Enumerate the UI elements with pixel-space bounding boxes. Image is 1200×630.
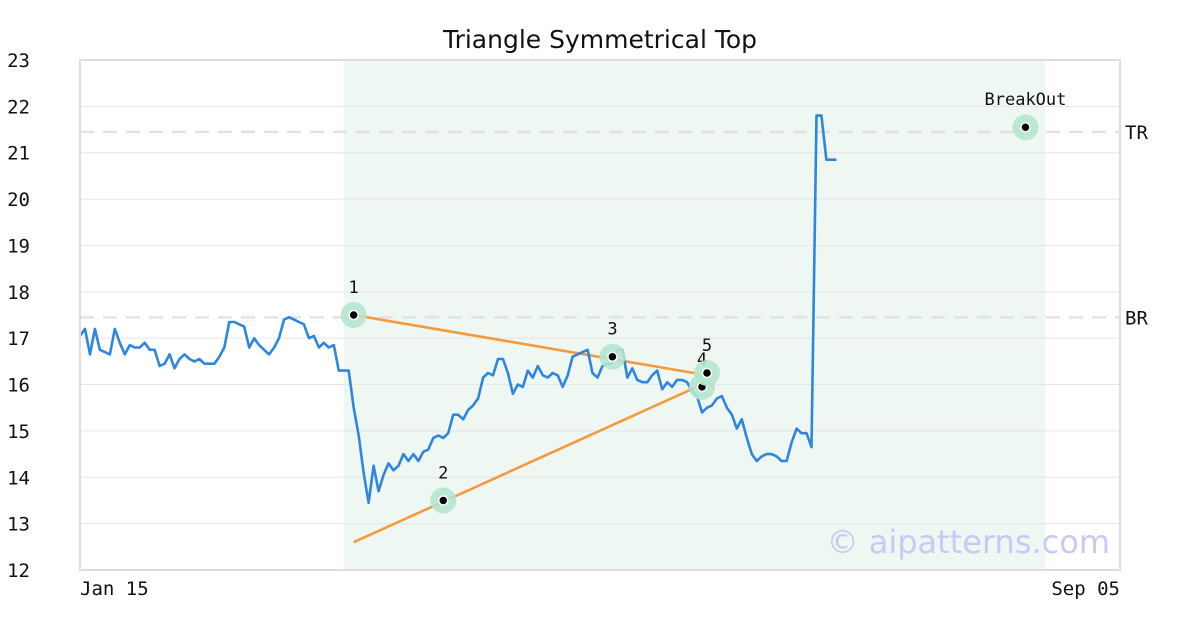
watermark: © aipatterns.com <box>827 523 1110 561</box>
y-tick-label: 21 <box>7 143 30 165</box>
trend-lines <box>353 313 708 544</box>
y-tick-label: 19 <box>7 235 30 257</box>
y-tick-label: 17 <box>7 328 30 350</box>
y-tick-label: 15 <box>7 421 30 443</box>
y-tick-label: 20 <box>7 189 30 211</box>
trend-line <box>353 313 708 377</box>
level-lines: TR BR <box>80 122 1148 329</box>
point-marker <box>701 367 713 379</box>
pattern-region <box>343 60 1046 570</box>
point-label: 4 <box>697 350 707 370</box>
x-axis: Jan 15 Sep 05 <box>80 578 1120 600</box>
chart-title: Triangle Symmetrical Top <box>442 25 757 54</box>
point-label: 1 <box>349 278 359 298</box>
y-axis: 12 13 14 15 16 17 18 19 20 21 22 23 <box>7 50 30 582</box>
y-tick-label: 13 <box>7 514 30 536</box>
y-tick-label: 18 <box>7 282 30 304</box>
y-tick-label: 22 <box>7 96 30 118</box>
point-label: 3 <box>607 320 617 340</box>
point-label: BreakOut <box>985 90 1067 110</box>
y-tick-label: 23 <box>7 50 30 72</box>
point-marker <box>1020 121 1031 133</box>
level-label: TR <box>1125 122 1148 144</box>
series-line <box>78 114 837 505</box>
y-tick-label: 14 <box>7 467 30 489</box>
y-tick-label: 12 <box>7 560 30 582</box>
point-marker <box>607 351 618 362</box>
point-marker <box>348 309 359 321</box>
pattern-points: 1 2 3 45 BreakOut <box>340 90 1067 514</box>
x-tick-label: Sep 05 <box>1051 578 1120 600</box>
point-marker <box>438 495 449 506</box>
trend-line <box>353 383 703 544</box>
level-label: BR <box>1125 307 1148 329</box>
point-label: 5 <box>702 336 712 356</box>
x-tick-label: Jan 15 <box>80 578 149 600</box>
point-label: 2 <box>438 463 448 483</box>
y-tick-label: 16 <box>7 375 30 397</box>
plot-frame <box>79 59 1121 571</box>
